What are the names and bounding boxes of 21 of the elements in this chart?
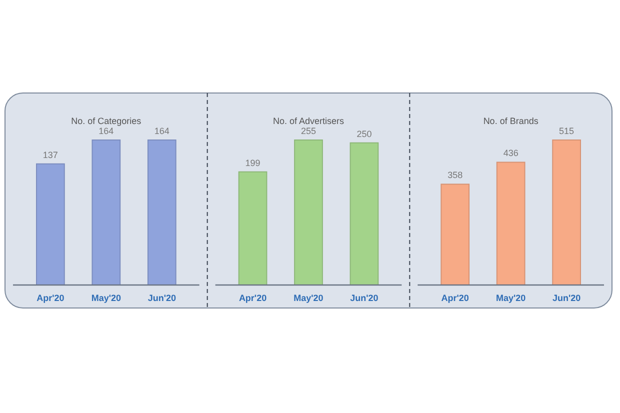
x-tick-label: May'20 bbox=[496, 293, 526, 303]
data-label: 255 bbox=[300, 126, 316, 136]
data-label: 164 bbox=[154, 126, 170, 136]
data-label: 199 bbox=[245, 158, 260, 168]
x-tick-label: Jun'20 bbox=[350, 293, 378, 303]
x-tick-label: Apr'20 bbox=[36, 293, 64, 303]
data-label: 250 bbox=[356, 128, 372, 139]
x-tick-label: Apr'20 bbox=[238, 293, 267, 303]
data-label: 137 bbox=[42, 150, 58, 160]
data-label: 515 bbox=[559, 126, 574, 136]
x-tick-label: Jun'20 bbox=[552, 293, 581, 303]
x-tick-label: Apr'20 bbox=[441, 293, 469, 303]
x-tick-label: Jun'20 bbox=[148, 293, 176, 303]
data-label: 358 bbox=[448, 170, 463, 180]
chart-title: No. of Brands bbox=[483, 116, 539, 126]
chart-title: No. of Categories bbox=[71, 116, 142, 126]
chart-title: No. of Advertisers bbox=[272, 116, 345, 126]
x-tick-label: May'20 bbox=[91, 293, 122, 303]
x-tick-label: May'20 bbox=[294, 293, 324, 303]
data-label: 436 bbox=[503, 148, 518, 158]
data-label: 164 bbox=[98, 126, 114, 136]
